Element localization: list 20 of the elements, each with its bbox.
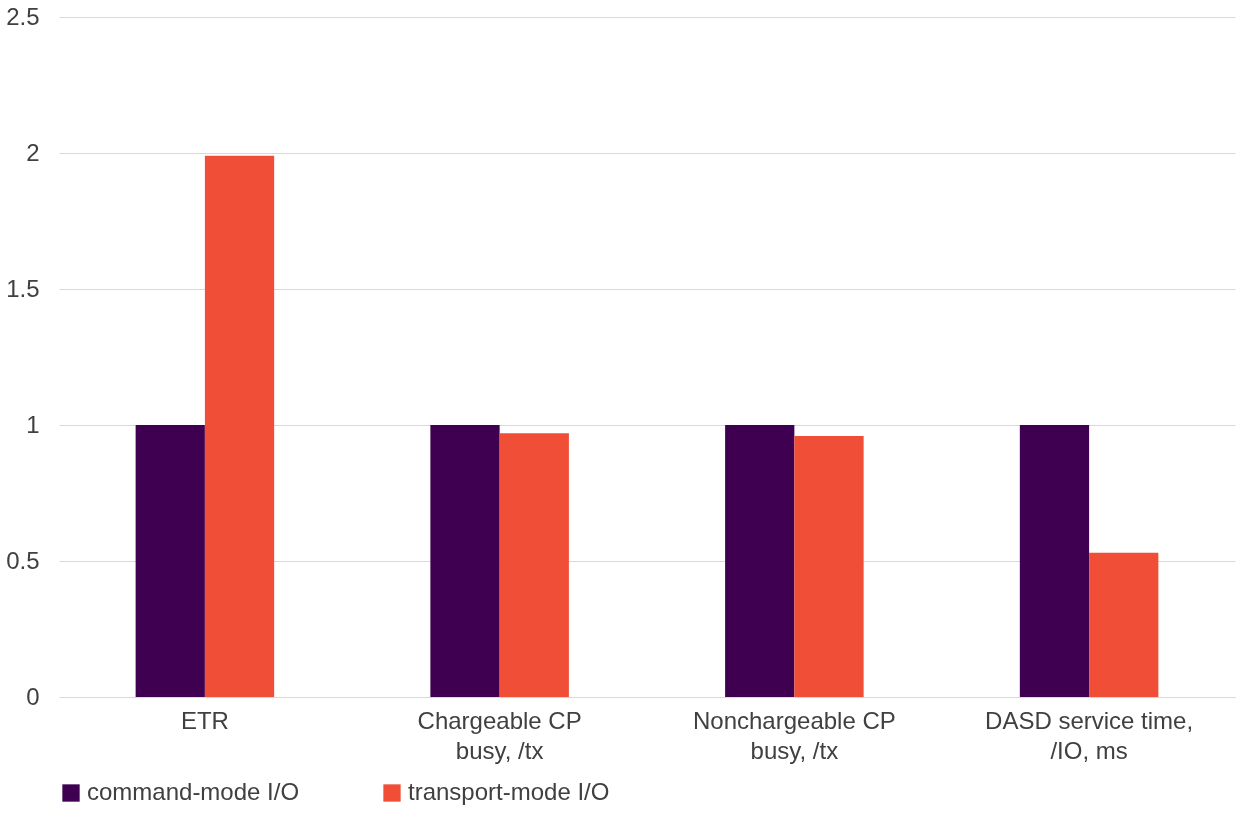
bar	[499, 433, 569, 697]
bar	[204, 155, 275, 697]
bar	[794, 435, 864, 697]
y-tick-label: 1	[26, 410, 40, 438]
x-tick-label: ETR	[180, 706, 229, 734]
x-tick-label: Nonchargeable CP busy, /tx	[692, 706, 896, 764]
x-tick-label: DASD service time, /IO, ms	[985, 706, 1194, 764]
y-tick-label: 2.5	[6, 2, 40, 30]
bar	[725, 425, 795, 697]
x-tick-label: Chargeable CP busy, /tx	[417, 706, 582, 764]
y-tick-label: 1.5	[6, 274, 40, 302]
legend-label: command-mode I/O	[87, 778, 300, 805]
y-tick-label: 0.5	[6, 546, 40, 574]
bar	[1019, 425, 1090, 697]
bar	[1089, 552, 1159, 697]
bar	[135, 425, 205, 697]
legend-label: transport-mode I/O	[408, 778, 610, 805]
y-tick-label: 2	[26, 138, 40, 166]
bar	[430, 425, 500, 697]
y-tick-label: 0	[26, 682, 40, 710]
